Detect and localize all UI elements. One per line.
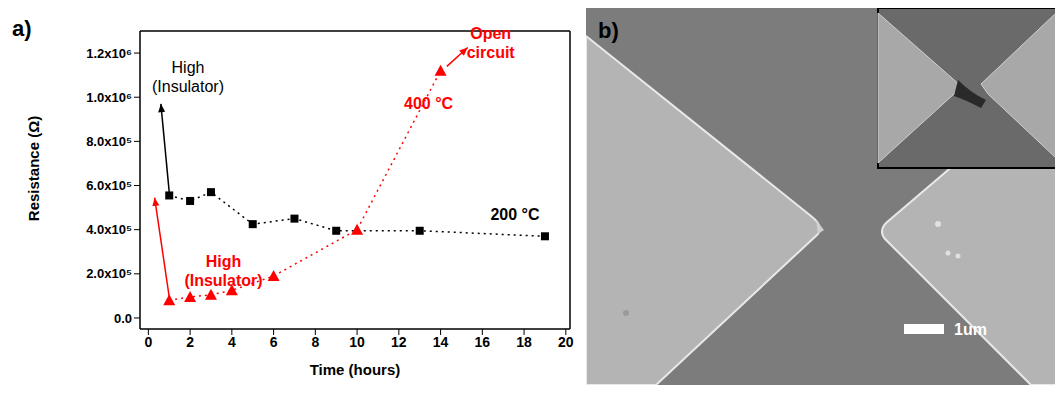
svg-text:6: 6 [270,334,278,350]
svg-text:200 °C: 200 °C [490,206,540,223]
svg-text:b): b) [598,18,619,43]
svg-text:2.0x10⁵: 2.0x10⁵ [86,266,132,281]
svg-text:400 °C: 400 °C [404,95,454,112]
svg-text:8.0x10⁵: 8.0x10⁵ [86,134,132,149]
svg-text:High(Insulator): High(Insulator) [184,253,262,289]
svg-text:2: 2 [186,334,194,350]
svg-text:4.0x10⁵: 4.0x10⁵ [86,222,132,237]
svg-text:4: 4 [228,334,236,350]
svg-text:1.0x10⁶: 1.0x10⁶ [86,90,132,105]
svg-text:1um: 1um [954,321,987,338]
svg-text:18: 18 [516,334,532,350]
svg-text:10: 10 [349,334,365,350]
svg-text:6.0x10⁵: 6.0x10⁵ [86,178,132,193]
svg-text:1.2x10⁶: 1.2x10⁶ [86,46,132,61]
svg-text:Time (hours): Time (hours) [310,361,401,378]
svg-text:Opencircuit: Opencircuit [467,25,516,61]
svg-text:0.0: 0.0 [114,311,132,326]
svg-text:12: 12 [391,334,407,350]
svg-text:8: 8 [311,334,319,350]
html-text:a): a) [12,16,32,41]
html-text:Resistance (Ω): Resistance (Ω) [25,115,43,222]
svg-text:20: 20 [558,334,574,350]
svg-text:14: 14 [433,334,449,350]
svg-text:0: 0 [144,334,152,350]
svg-text:High(Insulator): High(Insulator) [152,59,224,95]
svg-text:16: 16 [475,334,491,350]
